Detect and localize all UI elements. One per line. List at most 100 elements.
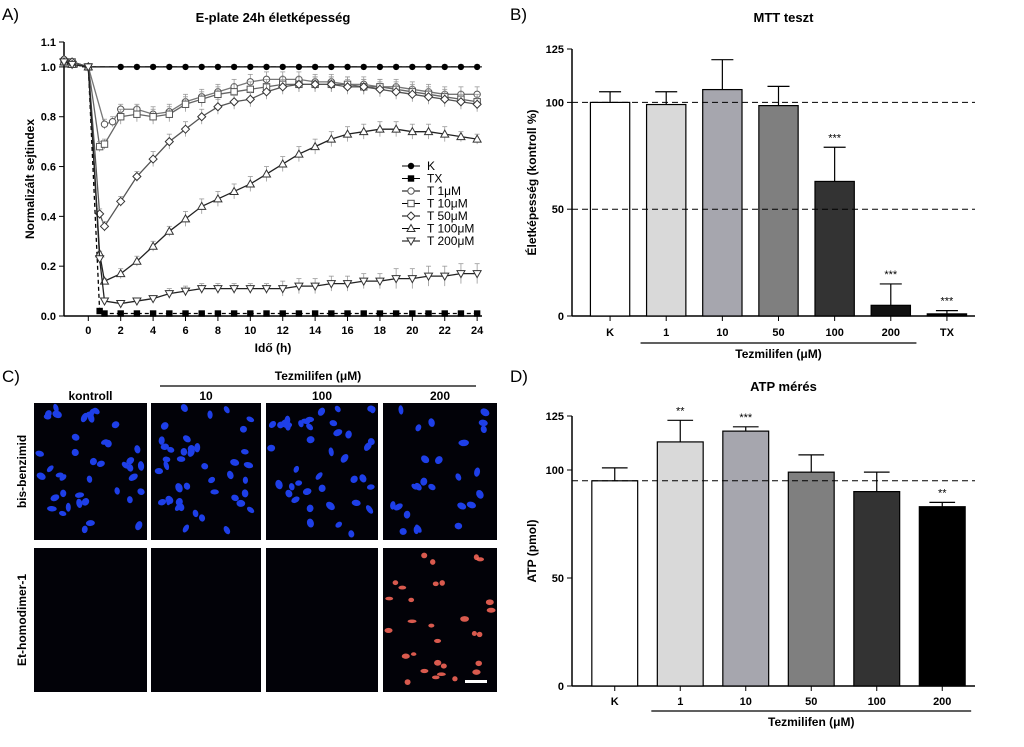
- chart-a-x-tick-label: 6: [182, 325, 188, 337]
- chart-b-y-tick-label: 100: [546, 97, 564, 109]
- nucleus: [246, 506, 255, 514]
- nucleus: [268, 420, 277, 429]
- nucleus: [454, 522, 463, 530]
- data-point: [456, 131, 466, 141]
- nucleus: [231, 494, 239, 502]
- chart-b-bar: [870, 304, 912, 317]
- nucleus: [46, 465, 54, 473]
- micrograph-image: [34, 548, 147, 692]
- data-point: [279, 63, 286, 71]
- data-point: [214, 310, 222, 317]
- chart-d-bar: [656, 441, 704, 687]
- data-point: [108, 118, 117, 126]
- data-point: [229, 285, 239, 294]
- dead-cell: [452, 676, 458, 682]
- micrograph-background: [151, 403, 261, 540]
- data-point: [230, 310, 238, 317]
- data-point: [181, 100, 190, 108]
- nucleus: [71, 433, 80, 441]
- nucleus: [366, 484, 375, 490]
- scale-bar: [465, 680, 487, 683]
- data-point: [279, 310, 286, 317]
- nucleus: [267, 444, 276, 452]
- data-point: [294, 149, 304, 158]
- dead-cell: [434, 638, 442, 643]
- micrograph-image: [266, 548, 378, 692]
- data-point: [245, 285, 256, 294]
- nucleus: [306, 436, 315, 444]
- micrograph-image: [34, 403, 147, 540]
- legend-label: T 50μM: [427, 209, 468, 223]
- chart-d-group-label: Tezmilifen (μM): [768, 715, 854, 729]
- data-point: [180, 287, 191, 297]
- micrograph-background: [266, 548, 378, 692]
- data-point: [198, 63, 205, 71]
- dead-cell: [431, 675, 440, 680]
- nucleus: [243, 462, 254, 469]
- data-point: [360, 310, 367, 317]
- nucleus: [227, 470, 234, 480]
- data-point: [133, 310, 141, 317]
- data-point: [407, 275, 418, 284]
- nucleus: [390, 501, 396, 510]
- data-point: [295, 63, 303, 71]
- nucleus: [199, 514, 206, 522]
- nucleus: [455, 473, 462, 481]
- chart-a-y-tick-label: 1.1: [41, 37, 56, 49]
- data-point: [457, 63, 465, 71]
- nucleus: [329, 420, 338, 427]
- data-point: [391, 87, 401, 97]
- data-point: [117, 310, 124, 317]
- data-point: [391, 124, 401, 133]
- data-point: [182, 63, 189, 71]
- nucleus: [35, 450, 45, 457]
- data-point: [117, 113, 125, 121]
- chart-a-x-tick-label: 0: [85, 325, 91, 337]
- chart-a-x-tick-label: 2: [118, 325, 124, 337]
- nucleus: [81, 525, 88, 534]
- data-point: [261, 87, 272, 97]
- nucleus: [160, 443, 169, 450]
- data-point: [197, 112, 207, 122]
- nucleus: [458, 439, 469, 446]
- data-point: [294, 282, 304, 292]
- nucleus: [165, 495, 174, 504]
- chart-d-y-label: ATP (pmol): [525, 520, 539, 583]
- chart-a-x-tick-label: 16: [341, 325, 353, 337]
- nucleus: [306, 504, 314, 513]
- nucleus: [315, 472, 323, 480]
- legend-marker: [407, 187, 415, 195]
- nucleus: [183, 435, 191, 443]
- data-point: [133, 110, 141, 118]
- chart-b-category-label: TX: [940, 327, 955, 339]
- data-point: [441, 310, 448, 317]
- chart-a-x-tick-label: 8: [215, 325, 221, 337]
- nucleus: [434, 456, 443, 464]
- dead-cell: [460, 616, 469, 622]
- data-point: [328, 63, 335, 71]
- data-point: [180, 124, 191, 134]
- data-point: [132, 297, 142, 307]
- data-point: [263, 63, 270, 71]
- data-point: [407, 126, 418, 136]
- data-point: [99, 297, 110, 307]
- nucleus: [137, 488, 145, 496]
- chart-b-y-tick-label: 50: [552, 204, 564, 216]
- nucleus: [176, 456, 186, 462]
- data-point: [213, 285, 223, 294]
- chart-b-bar: [926, 313, 968, 317]
- data-point: [245, 94, 256, 104]
- nucleus: [399, 528, 407, 535]
- nucleus: [43, 413, 52, 420]
- nucleus: [348, 530, 355, 538]
- panel-letter-b: B): [510, 5, 527, 24]
- data-point: [149, 63, 157, 71]
- nucleus: [128, 473, 138, 481]
- chart-a-x-tick-label: 14: [309, 325, 322, 337]
- data-point: [277, 159, 288, 168]
- data-point: [423, 92, 434, 102]
- nucleus: [275, 479, 283, 490]
- nucleus: [163, 461, 170, 471]
- data-point: [441, 63, 448, 71]
- nucleus: [60, 489, 67, 498]
